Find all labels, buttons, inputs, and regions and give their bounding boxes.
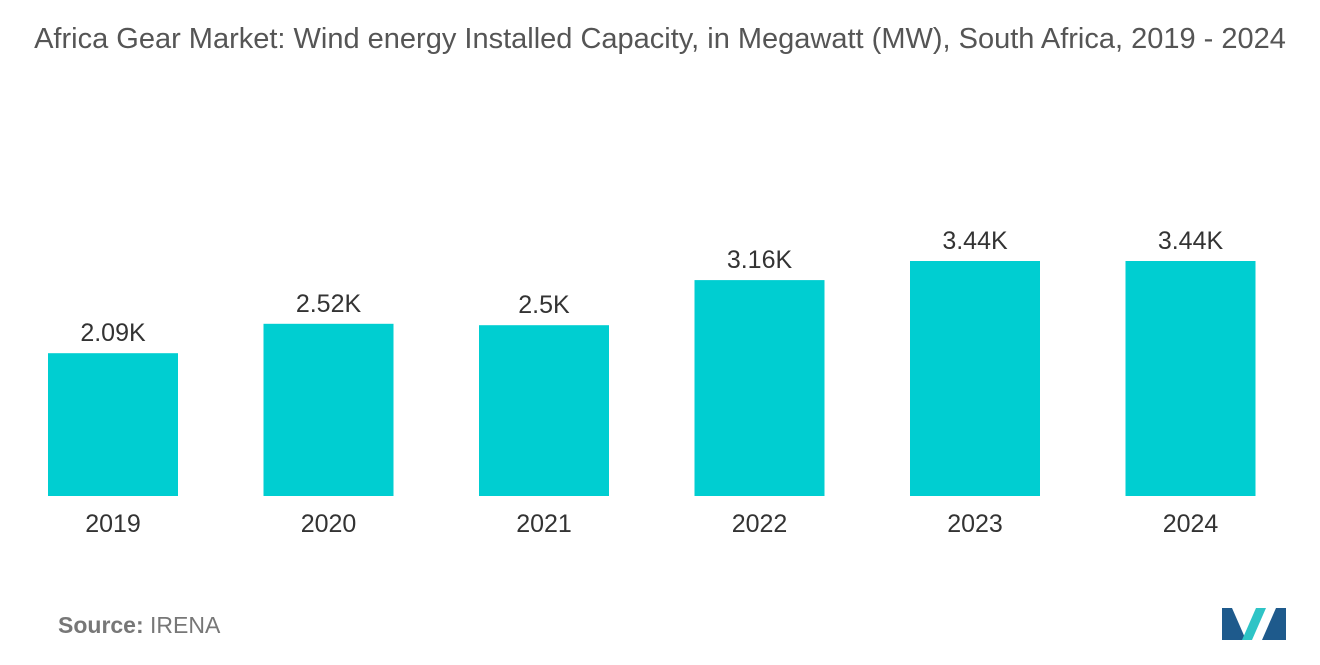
bar-2019 <box>48 353 178 496</box>
logo-left-shape <box>1222 608 1246 640</box>
logo-right-shape <box>1262 608 1286 640</box>
x-tick-label-2020: 2020 <box>301 510 357 538</box>
bar-value-label-2022: 3.16K <box>727 246 793 274</box>
x-tick-label-2022: 2022 <box>732 510 788 538</box>
bar-value-label-2023: 3.44K <box>942 227 1008 255</box>
chart-title: Africa Gear Market: Wind energy Installe… <box>34 23 1286 55</box>
bar-2020 <box>263 323 394 496</box>
bar-value-label-2020: 2.52K <box>296 290 362 318</box>
x-tick-label-2021: 2021 <box>516 510 572 538</box>
bar-2023 <box>910 261 1040 496</box>
source-label: Source: <box>58 612 144 638</box>
source-note: Source: IRENA <box>58 612 220 639</box>
bar-value-label-2024: 3.44K <box>1158 227 1224 255</box>
bar-2021 <box>479 325 609 496</box>
x-tick-label-2019: 2019 <box>85 510 141 538</box>
x-tick-label-2023: 2023 <box>947 510 1003 538</box>
bar-value-label-2019: 2.09K <box>80 319 146 347</box>
bar-2024 <box>1125 261 1256 496</box>
bar-value-label-2021: 2.5K <box>518 291 570 319</box>
x-tick-label-2024: 2024 <box>1163 510 1219 538</box>
bar-2022 <box>694 280 825 496</box>
source-value: IRENA <box>150 612 221 638</box>
mordor-logo-icon <box>1222 608 1286 640</box>
logo-middle-shape <box>1242 608 1266 640</box>
